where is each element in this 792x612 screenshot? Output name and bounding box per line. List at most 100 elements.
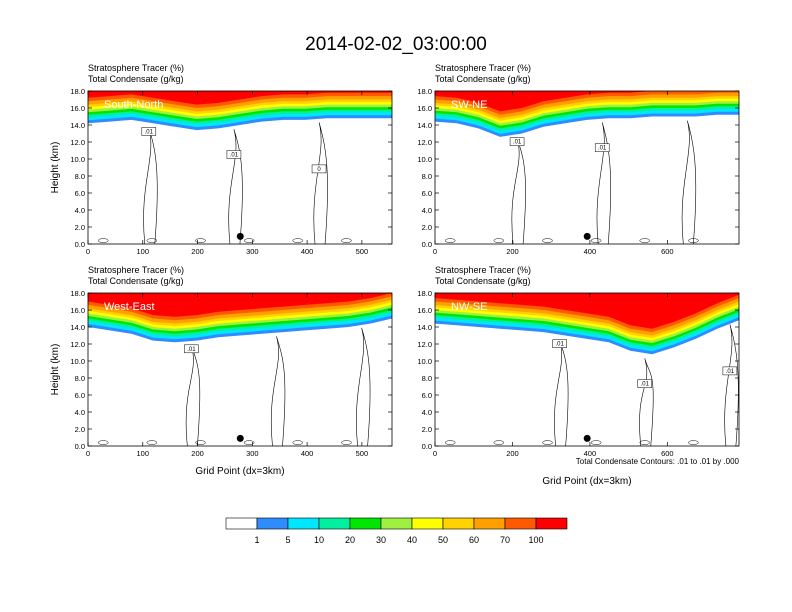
contour-label-box [509, 137, 525, 146]
condensate-contour [97, 440, 109, 445]
panel-title-tracer: Stratosphere Tracer (%) [435, 63, 531, 73]
colorbar-swatch [504, 517, 537, 530]
contour-label-box [722, 366, 738, 376]
x-tick-label: 100 [137, 247, 150, 256]
condensate-contour [724, 324, 739, 446]
y-tick-label: 8.0 [422, 374, 432, 383]
x-tick-label: 500 [356, 449, 369, 458]
condensate-contour [493, 238, 505, 243]
y-tick-label: 0.0 [422, 240, 432, 249]
y-axis-label: Height (km) [50, 344, 61, 396]
contour-label-box [637, 379, 653, 388]
contour-label: .01 [555, 342, 564, 348]
y-tick-label: 6.0 [75, 189, 85, 198]
condensate-contour [590, 440, 602, 445]
y-tick-label: 8.0 [75, 172, 85, 181]
contour-label: .01 [726, 369, 735, 375]
colorbar-label: 1 [254, 535, 259, 545]
condensate-contour [292, 238, 304, 243]
condensate-contour [356, 327, 371, 446]
y-tick-label: 4.0 [422, 206, 432, 215]
condensate-contour [292, 440, 304, 445]
plot-frame [87, 90, 393, 245]
condensate-contour [341, 440, 352, 445]
colorbar-swatch [318, 517, 351, 530]
condensate-contour [444, 440, 456, 445]
y-tick-label: 8.0 [75, 374, 85, 383]
x-tick-label: 400 [584, 449, 597, 458]
colorbar-swatch [411, 517, 444, 530]
plot-frame [87, 292, 393, 447]
panel-title-tracer: Stratosphere Tracer (%) [88, 265, 184, 275]
x-tick-label: 0 [86, 247, 90, 256]
condensate-contour [688, 238, 699, 243]
condensate-contour [97, 238, 109, 243]
y-tick-label: 14.0 [417, 323, 432, 332]
x-tick-label: 0 [433, 449, 437, 458]
colorbar-swatch [473, 517, 506, 530]
colorbar-label: 40 [407, 535, 417, 545]
colorbar-label: 70 [500, 535, 510, 545]
condensate-contour [341, 238, 352, 243]
colorbar-swatch [256, 517, 289, 530]
contour-label-box [184, 344, 199, 354]
colorbar: 1 5 10 20 30 40 50 60 70 100 [225, 517, 568, 545]
condensate-contour [243, 440, 255, 445]
colorbar-label: 10 [314, 535, 324, 545]
panel-title-condensate: Total Condensate (g/kg) [435, 74, 531, 84]
y-tick-label: 4.0 [75, 206, 85, 215]
colorbar-swatch [442, 517, 475, 530]
condensate-contour [681, 120, 697, 244]
y-tick-label: 2.0 [422, 425, 432, 434]
contour-label-box [552, 339, 567, 348]
contour-label-box [311, 164, 327, 174]
location-marker [236, 232, 244, 240]
location-marker [236, 434, 244, 442]
contour-label: .01 [145, 130, 154, 136]
condensate-contour [639, 440, 651, 445]
x-axis-label: Grid Point (dx=3km) [195, 466, 284, 477]
y-tick-label: 12.0 [417, 340, 432, 349]
x-tick-label: 300 [246, 449, 259, 458]
y-tick-label: 16.0 [70, 104, 85, 113]
contour-footnote: Total Condensate Contours: .01 to .01 by… [576, 457, 740, 466]
y-tick-label: 12.0 [417, 138, 432, 147]
y-tick-label: 6.0 [422, 189, 432, 198]
condensate-contour [596, 122, 611, 244]
y-tick-label: 18.0 [70, 289, 85, 298]
plot-area: .01 [88, 293, 392, 446]
x-tick-label: 200 [191, 449, 204, 458]
colorbar-swatch [535, 517, 568, 530]
condensate-contour [146, 440, 158, 445]
y-tick-label: 10.0 [417, 357, 432, 366]
x-tick-label: 0 [433, 247, 437, 256]
y-tick-label: 6.0 [75, 391, 85, 400]
x-tick-label: 600 [661, 247, 674, 256]
colorbar-swatch [287, 517, 320, 530]
tracer-band-10 [88, 91, 392, 105]
y-tick-label: 8.0 [422, 172, 432, 181]
y-tick-label: 10.0 [70, 357, 85, 366]
location-marker [583, 434, 591, 442]
x-tick-label: 400 [301, 247, 314, 256]
y-tick-label: 12.0 [70, 340, 85, 349]
contour-label: 0 [317, 167, 321, 173]
y-tick-label: 2.0 [75, 425, 85, 434]
colorbar-label: 50 [438, 535, 448, 545]
panel-title-tracer: Stratosphere Tracer (%) [88, 63, 184, 73]
y-tick-label: 14.0 [417, 121, 432, 130]
panel-label: SW-NE [451, 99, 487, 111]
y-tick-label: 0.0 [422, 442, 432, 451]
location-marker [583, 232, 591, 240]
plot-area: .01.01.01.01 [435, 293, 739, 446]
colorbar-swatch [225, 517, 258, 530]
y-tick-label: 14.0 [70, 121, 85, 130]
x-tick-label: 400 [584, 247, 597, 256]
panel-label: West-East [104, 301, 155, 313]
plot-area: .01 .01 0 [88, 91, 392, 244]
y-tick-label: 18.0 [70, 87, 85, 96]
contour-label: .01 [598, 146, 607, 152]
condensate-contour [146, 238, 158, 243]
